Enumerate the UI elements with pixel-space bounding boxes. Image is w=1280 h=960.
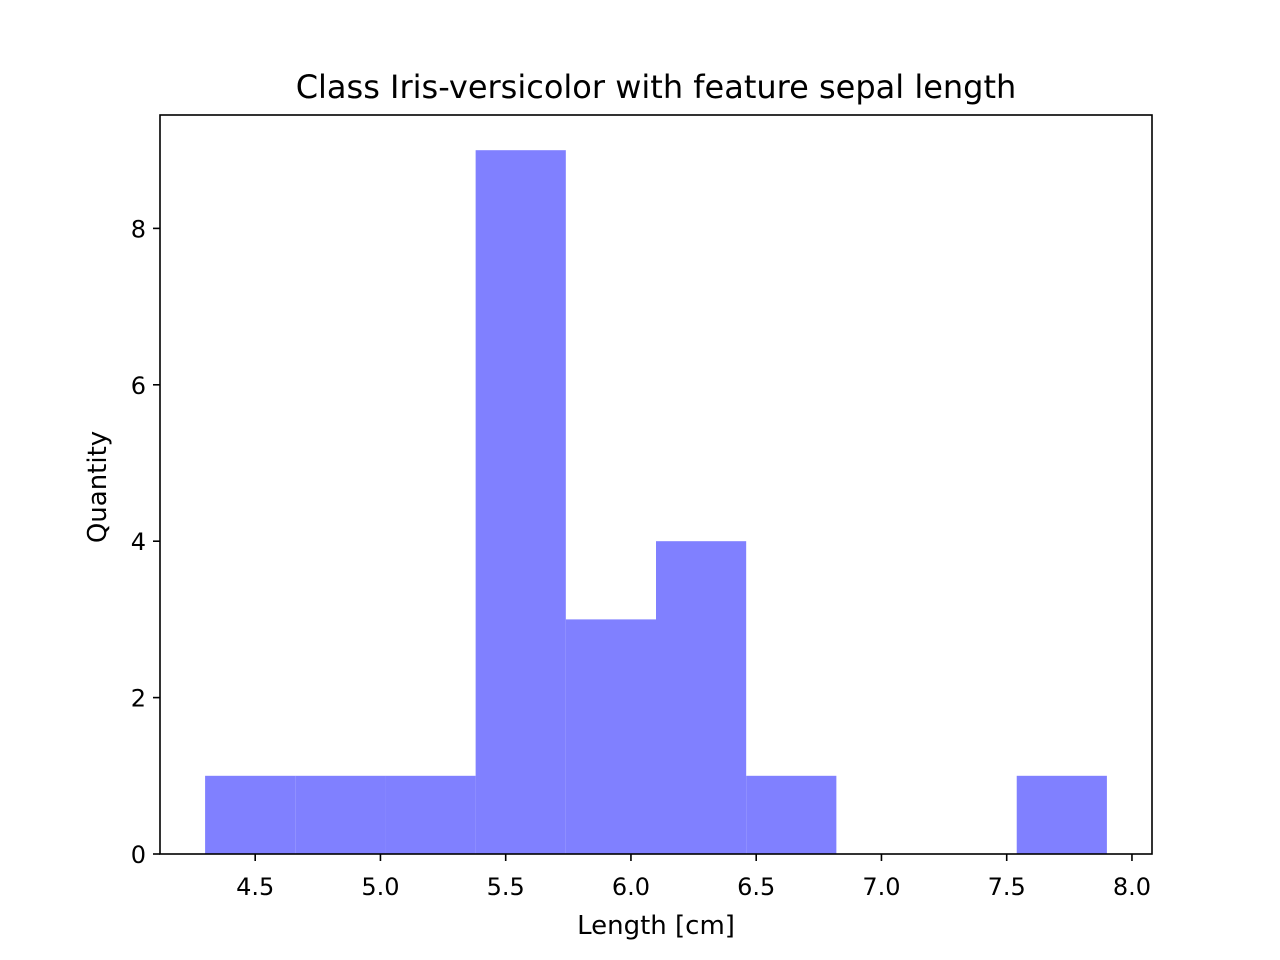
histogram-bar <box>475 150 566 854</box>
y-tick-label: 4 <box>131 528 146 556</box>
x-tick-label: 7.0 <box>862 873 900 901</box>
x-tick-label: 5.5 <box>487 873 525 901</box>
x-axis-ticks: 4.5 5.0 5.5 6.0 6.5 7.0 7.5 8.0 <box>236 854 1151 901</box>
histogram-bar <box>746 775 837 854</box>
histogram-bar <box>205 775 296 854</box>
histogram-bar <box>1016 775 1107 854</box>
histogram-bar <box>295 775 386 854</box>
x-tick-label: 6.5 <box>737 873 775 901</box>
x-axis-label: Length [cm] <box>577 911 735 941</box>
x-tick-label: 8.0 <box>1113 873 1151 901</box>
histogram-bar <box>385 775 476 854</box>
x-tick-label: 4.5 <box>236 873 274 901</box>
x-tick-label: 6.0 <box>612 873 650 901</box>
plot-frame <box>159 114 1153 855</box>
x-tick-label: 5.0 <box>361 873 399 901</box>
histogram-bar <box>656 541 747 854</box>
chart-title: Class Iris-versicolor with feature sepal… <box>296 68 1017 106</box>
x-tick-label: 7.5 <box>988 873 1026 901</box>
y-tick-label: 6 <box>131 372 146 400</box>
y-axis-ticks: 0 2 4 6 8 <box>131 215 160 869</box>
y-tick-label: 8 <box>131 215 146 243</box>
y-axis-label: Quantity <box>83 431 113 543</box>
y-tick-label: 0 <box>131 841 146 869</box>
y-tick-label: 2 <box>131 685 146 713</box>
bars-group <box>205 150 1107 854</box>
histogram-bar <box>565 619 656 854</box>
